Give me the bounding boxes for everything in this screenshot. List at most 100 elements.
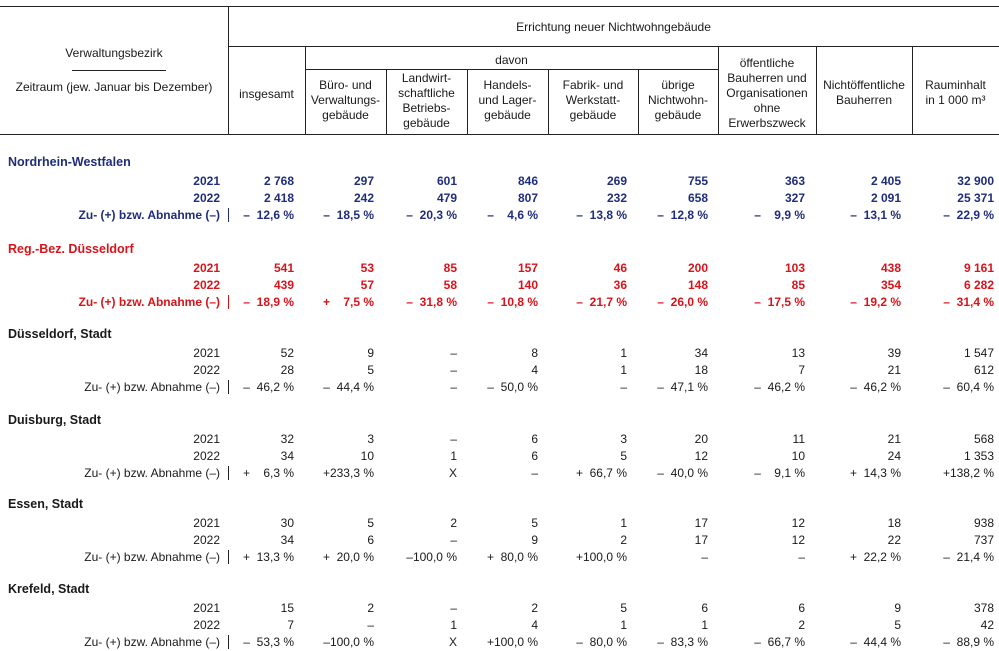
row-separator	[228, 380, 229, 394]
table-cell: +138,2 %	[942, 466, 994, 480]
table-cell: –	[620, 380, 627, 394]
table-cell: 52	[280, 346, 294, 360]
table-cell: +100,0 %	[486, 635, 538, 649]
table-cell: – 22,9 %	[943, 208, 994, 222]
row-label: Zu- (+) bzw. Abnahme (–)	[78, 208, 220, 222]
table-cell: – 19,2 %	[850, 295, 901, 309]
table-cell: 363	[784, 174, 805, 188]
table-cell: 4	[531, 363, 538, 377]
table-cell: –	[798, 550, 805, 564]
table-cell: 378	[973, 601, 994, 615]
row-label: 2022	[193, 533, 220, 547]
table-row: Zu- (+) bzw. Abnahme (–) + 13,3 % + 20,0 %…	[0, 549, 999, 565]
header-mid-rule	[228, 46, 999, 47]
table-row: Zu- (+) bzw. Abnahme (–) – 46,2 % – 44,4 %…	[0, 379, 999, 395]
header-bottom-rule	[0, 134, 999, 135]
table-cell: + 13,3 %	[242, 550, 294, 564]
table-cell: – 13,1 %	[850, 208, 901, 222]
table-cell: 18	[887, 516, 901, 530]
table-row: Zu- (+) bzw. Abnahme (–) – 18,9 % + 7,5 % –…	[0, 294, 999, 310]
table-cell: 938	[973, 516, 994, 530]
table-cell: 53	[360, 261, 374, 275]
table-cell: +233,3 %	[322, 466, 374, 480]
table-cell: – 83,3 %	[657, 635, 708, 649]
col-divider	[386, 69, 387, 134]
table-cell: 9	[367, 346, 374, 360]
table-cell: 2	[450, 516, 457, 530]
table-cell: 6	[531, 432, 538, 446]
table-cell: + 22,2 %	[849, 550, 901, 564]
col-header-handel: Handels- und Lager- gebäude	[478, 78, 537, 122]
table-cell: 807	[517, 191, 538, 205]
table-cell: 200	[687, 261, 708, 275]
table-cell: + 6,3 %	[242, 466, 294, 480]
row-label: Zu- (+) bzw. Abnahme (–)	[84, 380, 220, 394]
table-cell: 157	[517, 261, 538, 275]
row-separator	[228, 550, 229, 564]
row-label: 2022	[193, 191, 220, 205]
table-cell: 148	[687, 278, 708, 292]
table-cell: 11	[792, 432, 805, 446]
table-cell: + 66,7 %	[575, 466, 627, 480]
table-cell: 21	[887, 363, 901, 377]
table-cell: – 66,7 %	[754, 635, 805, 649]
table-cell: –	[450, 380, 457, 394]
table-row: 2021 2 768 297 601 846 269 755 363 2 405 32 900	[0, 173, 999, 189]
table-cell: 36	[613, 278, 627, 292]
table-cell: 3	[620, 432, 627, 446]
col-divider	[228, 6, 229, 134]
row-label: 2021	[193, 516, 220, 530]
table-cell: 1	[620, 516, 627, 530]
table-cell: 85	[791, 278, 805, 292]
col-header-rauminhalt: Rauminhalt in 1 000 m³	[925, 78, 986, 107]
table-cell: 12	[694, 449, 708, 463]
row-label: 2022	[193, 449, 220, 463]
table-cell: 297	[353, 174, 374, 188]
table-cell: 22	[887, 533, 901, 547]
table-cell: 612	[973, 363, 994, 377]
table-cell: 58	[443, 278, 457, 292]
table-cell: 242	[353, 191, 374, 205]
table-row: 2022 439 57 58 140 36 148 85 354 6 282	[0, 277, 999, 293]
table-cell: 34	[280, 449, 294, 463]
table-cell: 846	[517, 174, 538, 188]
table-cell: 15	[280, 601, 294, 615]
table-cell: –	[701, 550, 708, 564]
table-cell: 2	[798, 618, 805, 632]
table-cell: + 80,0 %	[486, 550, 538, 564]
table-cell: 20	[694, 432, 708, 446]
table-cell: 1	[620, 618, 627, 632]
table-cell: 6	[531, 449, 538, 463]
table-cell: 1	[620, 346, 627, 360]
table-cell: – 4,6 %	[487, 208, 538, 222]
table-row: Zu- (+) bzw. Abnahme (–) + 6,3 % +233,3 % X…	[0, 465, 999, 481]
table-cell: –	[450, 533, 457, 547]
col-header-landwirtschaft: Landwirt- schaftliche Betriebs- gebäude	[398, 71, 455, 130]
table-cell: X	[448, 466, 457, 480]
table-cell: + 7,5 %	[322, 295, 374, 309]
table-row: 2021 541 53 85 157 46 200 103 438 9 161	[0, 260, 999, 276]
table-cell: – 12,8 %	[657, 208, 708, 222]
table-cell: –100,0 %	[323, 635, 374, 649]
table-cell: 5	[620, 449, 627, 463]
table-cell: 6	[367, 533, 374, 547]
table-row: 2022 34 6 – 9 2 17 12 22 737	[0, 532, 999, 548]
table-cell: 658	[687, 191, 708, 205]
table-cell: – 40,0 %	[657, 466, 708, 480]
table-cell: 479	[436, 191, 457, 205]
table-cell: 18	[694, 363, 708, 377]
col-divider	[816, 46, 817, 134]
table-cell: 1	[450, 449, 457, 463]
table-row: 2021 52 9 – 8 1 34 13 39 1 547	[0, 345, 999, 361]
table-row: 2022 2 418 242 479 807 232 658 327 2 091 25 371	[0, 190, 999, 206]
table-cell: – 53,3 %	[243, 635, 294, 649]
table-row: 2021 30 5 2 5 1 17 12 18 938	[0, 515, 999, 531]
row-label: 2021	[193, 432, 220, 446]
table-cell: + 20,0 %	[322, 550, 374, 564]
table-cell: 46	[613, 261, 627, 275]
table-cell: 6	[701, 601, 708, 615]
table-cell: 541	[273, 261, 294, 275]
table-cell: – 47,1 %	[657, 380, 708, 394]
table-cell: –	[450, 601, 457, 615]
table-cell: + 14,3 %	[849, 466, 901, 480]
